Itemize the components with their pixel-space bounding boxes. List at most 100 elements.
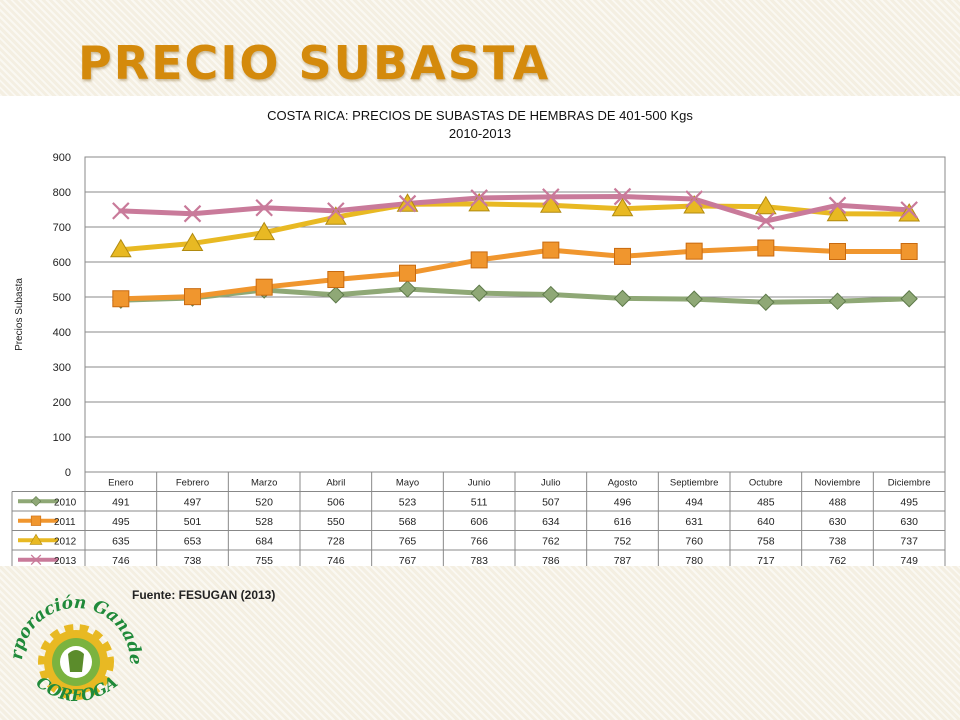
series-line-2011 — [118, 245, 912, 302]
y-tick-label: 300 — [53, 362, 71, 374]
point-2013 — [112, 202, 130, 220]
data-label-2012: 737 — [900, 535, 918, 547]
data-label-2010: 523 — [399, 496, 417, 508]
point-2010 — [900, 290, 918, 308]
y-tick-label: 900 — [53, 152, 71, 164]
data-label-2012: 653 — [184, 535, 202, 547]
data-label-2011: 631 — [685, 516, 703, 528]
data-label-2010: 496 — [614, 496, 632, 508]
category-label: Septiembre — [670, 478, 719, 489]
point-2010 — [470, 284, 488, 302]
data-label-2011: 634 — [542, 516, 560, 528]
series-line-2010 — [118, 286, 912, 305]
data-label-2013: 783 — [470, 555, 488, 566]
data-label-2013: 746 — [112, 555, 130, 566]
data-label-2013: 738 — [184, 555, 202, 566]
data-label-2012: 635 — [112, 535, 130, 547]
point-2013 — [255, 198, 273, 217]
data-label-2012: 684 — [255, 535, 273, 547]
data-label-2010: 495 — [900, 496, 918, 508]
data-label-2011: 528 — [255, 516, 273, 528]
point-2011 — [614, 247, 631, 265]
point-2011 — [829, 243, 846, 260]
chart-subtitle: 2010-2013 — [449, 126, 511, 141]
point-2011 — [542, 241, 560, 259]
legend-label-2013: 2013 — [54, 556, 77, 566]
point-2013 — [470, 189, 488, 207]
y-tick-label: 400 — [53, 327, 71, 339]
category-label: Marzo — [251, 478, 277, 489]
data-label-2013: 767 — [399, 555, 417, 566]
legend-marker-2013 — [30, 554, 42, 566]
point-2012 — [898, 203, 921, 222]
data-label-2011: 640 — [757, 516, 775, 528]
point-2011 — [900, 243, 918, 260]
point-2010 — [542, 285, 560, 304]
chart-title: COSTA RICA: PRECIOS DE SUBASTAS DE HEMBR… — [267, 108, 693, 123]
data-label-2011: 630 — [829, 516, 847, 528]
point-2010 — [613, 289, 632, 308]
point-2013 — [327, 202, 345, 220]
data-label-2011: 630 — [900, 516, 918, 528]
point-2013 — [828, 196, 847, 215]
point-2010 — [757, 293, 775, 311]
point-2011 — [112, 290, 130, 308]
data-label-2013: 780 — [685, 555, 703, 566]
category-label: Febrero — [176, 478, 209, 489]
data-label-2012: 762 — [542, 535, 560, 547]
data-label-2010: 520 — [255, 496, 273, 508]
data-label-2013: 717 — [757, 555, 775, 566]
series-line-2013 — [118, 194, 912, 224]
point-2011 — [184, 288, 201, 306]
data-label-2012: 765 — [399, 535, 417, 547]
slide-title: PRECIO SUBASTA — [78, 36, 551, 90]
footer-band — [0, 566, 960, 720]
data-label-2012: 738 — [829, 535, 847, 547]
data-label-2013: 787 — [614, 555, 632, 566]
category-label: Agosto — [608, 478, 638, 489]
data-label-2010: 494 — [685, 496, 703, 508]
category-label: Noviembre — [815, 478, 861, 489]
data-label-2011: 606 — [470, 516, 488, 528]
y-tick-label: 100 — [53, 432, 71, 444]
point-2010 — [398, 280, 417, 298]
data-label-2011: 550 — [327, 516, 345, 528]
point-2011 — [399, 264, 416, 282]
y-tick-label: 600 — [53, 257, 71, 269]
series-line-2012 — [118, 201, 912, 253]
data-label-2012: 758 — [757, 535, 775, 547]
point-2011 — [685, 242, 703, 260]
category-label: Julio — [541, 478, 561, 489]
y-tick-label: 800 — [53, 187, 71, 199]
y-tick-label: 500 — [53, 292, 71, 304]
point-2013 — [542, 188, 560, 206]
data-label-2012: 760 — [685, 535, 703, 547]
y-tick-label: 0 — [65, 467, 71, 479]
data-label-2010: 497 — [184, 496, 202, 508]
data-label-2011: 501 — [184, 516, 202, 528]
point-2013 — [900, 201, 918, 219]
point-2012 — [253, 221, 276, 241]
legend-marker-2012 — [29, 533, 43, 545]
legend-label-2012: 2012 — [54, 536, 77, 547]
category-label: Mayo — [396, 478, 419, 489]
data-label-2013: 746 — [327, 555, 345, 566]
point-2012 — [826, 202, 849, 222]
point-2010 — [828, 292, 847, 310]
data-label-2010: 488 — [829, 496, 847, 508]
data-label-2011: 616 — [614, 516, 632, 528]
point-2013 — [685, 190, 703, 208]
data-label-2013: 749 — [900, 555, 918, 566]
point-2013 — [398, 194, 417, 213]
point-2011 — [327, 271, 345, 288]
data-label-2013: 755 — [255, 555, 273, 566]
point-2013 — [757, 212, 775, 230]
data-label-2011: 495 — [112, 516, 130, 528]
data-label-2011: 568 — [399, 516, 417, 528]
data-label-2012: 766 — [470, 535, 488, 547]
legend-label-2011: 2011 — [54, 517, 76, 528]
category-label: Diciembre — [888, 478, 931, 489]
category-label: Enero — [108, 478, 133, 489]
point-2010 — [327, 286, 345, 304]
point-2011 — [255, 278, 273, 296]
